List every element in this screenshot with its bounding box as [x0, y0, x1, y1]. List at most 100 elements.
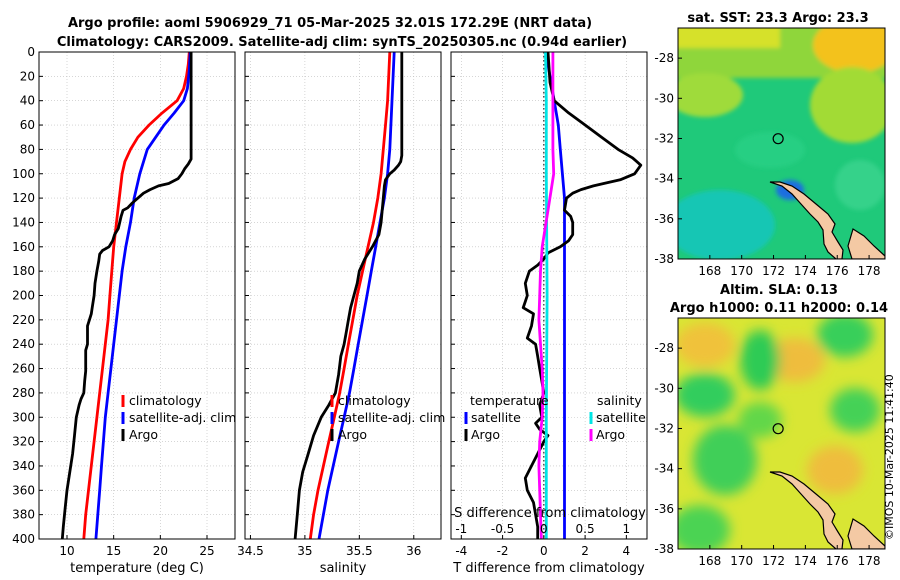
sla_map-ytick-label: -34 — [654, 462, 674, 476]
sst-map-title: sat. SST: 23.3 Argo: 23.3 — [687, 11, 868, 26]
temperature-ytick-label: 360 — [12, 483, 35, 497]
difference-legend: temperature satellite Argo salinity sate… — [464, 393, 646, 442]
difference-xtick-label: -4 — [455, 544, 467, 558]
sst_map-ytick-label: -32 — [654, 131, 674, 145]
sla_map-xtick-label: 168 — [698, 554, 721, 568]
sla-map-axes-box — [677, 317, 886, 550]
temperature-ytick-label: 220 — [12, 313, 35, 327]
sla_map-xtick-label: 178 — [858, 554, 881, 568]
sla-map-panel: Altim. SLA: 0.13 Argo h1000: 0.11 h2000:… — [654, 283, 888, 568]
figure-title-line1: Argo profile: aoml 5906929_71 05-Mar-202… — [68, 16, 592, 31]
sla-map-coastline-south — [847, 518, 885, 549]
salinity-axes-box — [244, 51, 442, 540]
salinity-series — [293, 51, 404, 540]
sla-map-warm-southeast — [807, 446, 863, 494]
temperature-xtick-label: 15 — [106, 544, 121, 558]
sla-map-warm-northwest — [678, 323, 735, 367]
sla_map-xtick-label: 172 — [762, 554, 785, 568]
temperature-series — [60, 51, 193, 540]
salinity-xtick-label: 34.5 — [237, 544, 264, 558]
temperature-ytick-label: 320 — [12, 435, 35, 449]
difference-top-xtick-label: 1 — [623, 522, 631, 536]
sst_map-xtick-label: 168 — [698, 264, 721, 278]
salinity-series-satellite-adj-clim — [317, 51, 396, 540]
sla-map-low-northeast — [817, 318, 873, 357]
salinity-ticks: 34.5 35 35.5 36 — [237, 51, 421, 558]
difference-xtick-label: 0 — [540, 544, 548, 558]
salinity-legend-argo: Argo — [338, 427, 367, 442]
salinity-legend-climatology: climatology — [338, 393, 411, 408]
temperature-ytick-label: 60 — [20, 118, 35, 132]
sla-map-field — [678, 318, 885, 549]
sst_map-xtick-label: 172 — [762, 264, 785, 278]
difference-series-s-argo — [537, 52, 556, 540]
sst_map-ytick-label: -28 — [654, 51, 674, 65]
temperature-ticks: 0 20 40 60 80 100 120 140 160 180 200 220 240 260 280 3… — [12, 45, 215, 558]
temperature-axes-box — [38, 51, 236, 540]
temperature-ytick-label: 100 — [12, 167, 35, 181]
difference-top-xlabel: S difference from climatology — [454, 506, 646, 521]
salinity-series-argo — [293, 52, 404, 540]
difference-top-xtick-label: -0.5 — [491, 522, 514, 536]
temperature-series-argo — [60, 52, 193, 540]
salinity-legend-satellite: satellite-adj. clim — [338, 410, 445, 425]
sla-map-low-east — [830, 388, 880, 432]
difference-legend-t-satellite: satellite — [471, 410, 521, 425]
difference-top-xtick-label: 0.5 — [576, 522, 595, 536]
sst-map-warm-west — [678, 73, 743, 117]
temperature-ytick-label: 260 — [12, 362, 35, 376]
difference-series-s-satellite — [544, 51, 549, 539]
temperature-series-satellite-adj-clim — [94, 51, 192, 540]
sla_map-xtick-label: 170 — [730, 554, 753, 568]
temperature-ytick-label: 240 — [12, 337, 35, 351]
sst_map-xtick-label: 178 — [858, 264, 881, 278]
sla-map-warm-north — [765, 338, 825, 382]
sst_map-xtick-label: 174 — [794, 264, 817, 278]
sst_map-ytick-label: -38 — [654, 252, 674, 266]
sst-map-cool-southwest — [678, 190, 775, 259]
sst-map-mid-patch — [735, 132, 805, 168]
temperature-ytick-label: 80 — [20, 142, 35, 156]
sla_map-ytick-label: -30 — [654, 381, 674, 395]
sla-map-low-southwest — [693, 425, 757, 495]
temperature-ytick-label: 0 — [27, 45, 35, 59]
sst_map-ytick-label: -34 — [654, 172, 674, 186]
sla_map-ytick-label: -32 — [654, 421, 674, 435]
difference-axes-box — [450, 51, 648, 540]
difference-legend-salinity-header: salinity — [597, 393, 642, 408]
sst-map-axes-box — [677, 27, 886, 260]
sla-map-ticks: 168 170 172 174 176 178 -28 -30 -32 -34 -36 -38 — [654, 341, 880, 568]
salinity-xtick-label: 35.5 — [346, 544, 373, 558]
temperature-ytick-label: 160 — [12, 240, 35, 254]
temperature-ytick-label: 280 — [12, 386, 35, 400]
difference-legend-s-argo: Argo — [596, 427, 625, 442]
temperature-legend-satellite: satellite-adj. clim — [129, 410, 236, 425]
sla-map-subtitle: Argo h1000: 0.11 h2000: 0.14 — [670, 301, 888, 316]
difference-panel: -4 -2 0 2 4 -1 -0.5 0 0.5 1 S difference from cli… — [450, 51, 648, 576]
difference-legend-t-argo: Argo — [471, 427, 500, 442]
temperature-xtick-label: 25 — [199, 544, 214, 558]
difference-xtick-label: 4 — [623, 544, 631, 558]
salinity-panel: 34.5 35 35.5 36 salinity climatology satell… — [237, 51, 445, 576]
salinity-xlabel: salinity — [320, 561, 367, 576]
difference-xlabel: T difference from climatology — [452, 561, 645, 576]
temperature-ytick-label: 180 — [12, 264, 35, 278]
temperature-ytick-label: 20 — [20, 69, 35, 83]
salinity-xtick-label: 35 — [297, 544, 312, 558]
difference-xtick-label: 2 — [581, 544, 589, 558]
temperature-ytick-label: 200 — [12, 289, 35, 303]
temperature-legend-climatology: climatology — [129, 393, 202, 408]
sst-map-argo-marker — [772, 133, 784, 145]
temperature-xlabel: temperature (deg C) — [70, 561, 204, 576]
sst-map-coastline — [769, 181, 844, 259]
temperature-ytick-label: 340 — [12, 459, 35, 473]
temperature-ytick-label: 300 — [12, 410, 35, 424]
sla_map-xtick-label: 174 — [794, 554, 817, 568]
salinity-grid — [245, 51, 441, 540]
sst-map-east-patch — [835, 160, 885, 210]
temperature-ytick-label: 120 — [12, 191, 35, 205]
figure-title-line2: Climatology: CARS2009. Satellite-adj cli… — [57, 35, 627, 50]
temperature-xtick-label: 20 — [153, 544, 168, 558]
salinity-xtick-label: 36 — [406, 544, 421, 558]
difference-ticks: -4 -2 0 2 4 -1 -0.5 0 0.5 1 — [451, 51, 631, 558]
